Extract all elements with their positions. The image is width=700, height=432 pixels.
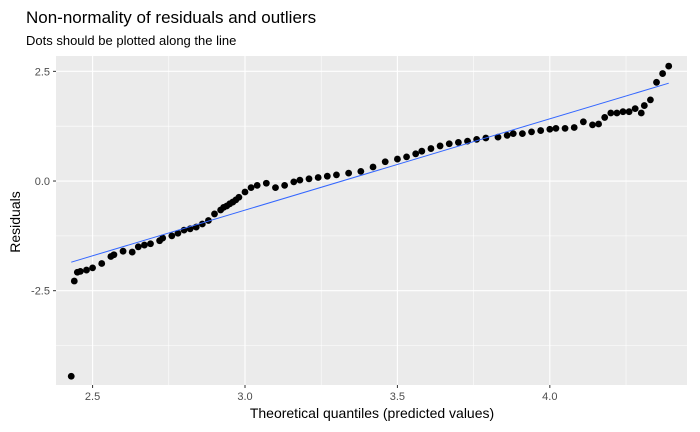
residual-point — [296, 176, 304, 184]
residual-point — [394, 155, 401, 163]
residual-point — [659, 70, 667, 77]
residual-point — [333, 171, 340, 179]
residual-point — [345, 169, 353, 177]
residual-point — [70, 277, 78, 285]
residual-point — [147, 240, 154, 248]
residual-point — [174, 229, 182, 237]
residual-point — [357, 167, 365, 175]
residual-point — [403, 153, 410, 161]
residual-point — [561, 124, 569, 132]
major-gridlines — [56, 56, 687, 385]
residual-point — [83, 266, 90, 274]
residual-point — [653, 78, 660, 86]
residual-point — [647, 96, 654, 104]
residual-point — [601, 114, 609, 121]
residual-point — [509, 130, 517, 138]
chart-subtitle: Dots should be plotted along the line — [26, 33, 237, 48]
residual-point — [607, 109, 615, 117]
residual-point — [281, 182, 289, 189]
residual-point — [168, 232, 176, 240]
residual-point — [445, 140, 453, 148]
residual-point — [454, 139, 462, 146]
residual-point — [619, 108, 627, 116]
residual-point — [631, 105, 639, 113]
residual-point — [262, 179, 270, 187]
residual-point — [272, 184, 279, 192]
residual-point — [141, 241, 148, 249]
residual-point — [637, 109, 645, 117]
residual-point — [613, 109, 621, 117]
reference-line — [71, 82, 669, 263]
residual-point — [570, 124, 578, 131]
residual-point — [134, 243, 142, 251]
residual-point — [665, 62, 673, 70]
residual-point — [412, 150, 420, 158]
residual-point — [436, 142, 444, 150]
residual-point — [235, 193, 243, 201]
residual-point — [76, 267, 84, 275]
y-tick-label: 2.5 — [35, 66, 50, 78]
residual-point — [595, 120, 602, 128]
chart-title: Non-normality of residuals and outliers — [26, 8, 317, 27]
residual-point — [537, 127, 545, 134]
x-tick-label: 2.5 — [85, 391, 100, 403]
y-tick-label: 0.0 — [35, 176, 50, 188]
residual-point — [159, 234, 167, 242]
residual-point — [528, 128, 535, 136]
residual-point — [369, 163, 377, 171]
residual-point — [314, 174, 322, 181]
x-axis-label: Theoretical quantiles (predicted values) — [249, 405, 495, 421]
residual-point — [589, 121, 596, 129]
residual-point — [503, 131, 511, 139]
residual-point — [253, 182, 261, 189]
residual-point — [494, 133, 502, 141]
residual-point — [427, 145, 435, 152]
residual-point — [241, 188, 249, 196]
residual-point — [579, 118, 587, 126]
residual-point — [290, 178, 298, 186]
residual-point — [119, 247, 127, 255]
residual-point — [546, 125, 554, 133]
residual-point — [418, 147, 426, 155]
residual-point — [67, 372, 75, 380]
residual-point — [323, 172, 331, 180]
plot-panel — [56, 56, 687, 385]
residual-point — [89, 264, 96, 272]
x-tick-label: 3.5 — [390, 391, 405, 403]
residual-point — [205, 217, 212, 224]
residual-point — [625, 108, 633, 116]
y-tick-label: -2.5 — [31, 286, 50, 298]
x-tick-label: 3.0 — [237, 391, 252, 403]
residual-point — [98, 260, 106, 267]
residual-point — [640, 102, 648, 109]
residual-point — [128, 248, 136, 256]
residual-point — [552, 124, 560, 132]
x-axis-ticks: 2.5 3.0 3.5 4.0 — [85, 385, 557, 403]
residual-point — [211, 210, 218, 218]
residual-point — [381, 158, 389, 166]
y-axis-ticks: -2.5 0.0 2.5 — [31, 66, 56, 298]
residual-point — [518, 130, 526, 138]
x-tick-label: 4.0 — [542, 391, 557, 403]
residual-point — [305, 175, 313, 183]
residual-point — [110, 251, 118, 259]
residual-point — [247, 184, 255, 192]
